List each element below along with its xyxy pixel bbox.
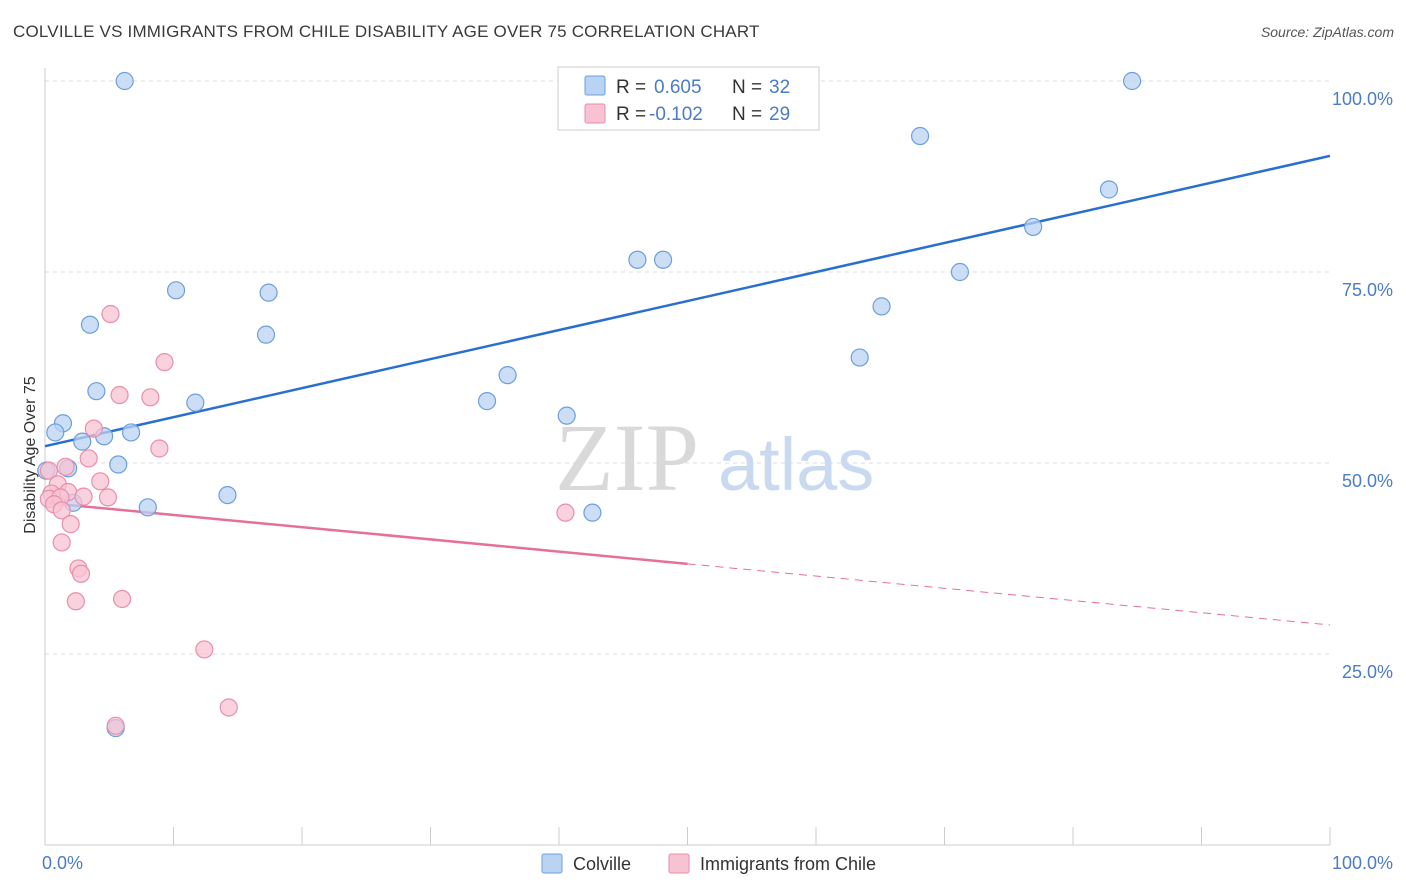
legend: R = 0.605 N = 32 R = -0.102 N = 29	[557, 66, 820, 131]
point-chile	[74, 487, 93, 506]
legend-r-label: R =	[616, 104, 646, 125]
point-chile	[91, 472, 110, 491]
legend-swatch-chile	[584, 103, 606, 124]
legend-r-label: R =	[616, 77, 646, 98]
point-chile	[112, 589, 132, 609]
point-chile	[98, 488, 118, 507]
point-chile	[79, 449, 98, 468]
point-chile	[106, 716, 125, 735]
watermark: ZIP atlas	[555, 404, 874, 511]
point-colville	[1123, 71, 1142, 91]
point-colville	[583, 503, 602, 522]
bottom-legend-swatch-chile	[668, 853, 690, 874]
point-colville	[1099, 180, 1119, 199]
legend-n-label: N =	[732, 104, 762, 125]
point-colville	[498, 366, 517, 385]
point-colville	[138, 498, 157, 517]
point-chile	[195, 640, 214, 659]
point-colville	[121, 423, 141, 442]
chart-title: COLVILLE VS IMMIGRANTS FROM CHILE DISABI…	[13, 22, 760, 41]
point-chile	[141, 388, 160, 407]
point-colville	[186, 393, 205, 412]
point-colville	[557, 406, 576, 425]
y-axis-title: Disability Age Over 75	[22, 376, 39, 534]
source-label: Source: ZipAtlas.com	[1260, 24, 1394, 40]
point-colville	[910, 126, 930, 146]
point-colville	[73, 432, 92, 451]
axes	[44, 68, 1331, 846]
x-tick-label: 0.0%	[42, 853, 83, 873]
grid-lines	[45, 80, 1330, 655]
watermark-atlas: atlas	[718, 423, 874, 506]
point-chile	[52, 501, 71, 520]
point-chile	[155, 353, 174, 372]
legend-r-value: -0.102	[649, 104, 703, 125]
point-chile	[556, 503, 575, 522]
point-chile	[101, 304, 120, 324]
y-tick-label: 100.0%	[1332, 89, 1393, 109]
watermark-zip: ZIP	[555, 404, 699, 511]
y-tick-label: 50.0%	[1342, 471, 1393, 491]
trendline-chile-projection	[687, 563, 1331, 626]
y-tick-label: 25.0%	[1342, 662, 1393, 682]
point-chile	[110, 385, 129, 405]
bottom-legend-chile: Immigrants from Chile	[700, 854, 876, 874]
point-chile	[66, 592, 85, 611]
point-colville	[477, 392, 497, 411]
point-chile	[219, 698, 238, 717]
point-colville	[80, 315, 100, 334]
point-colville	[109, 455, 128, 474]
point-colville	[259, 283, 278, 302]
legend-n-value: 32	[769, 77, 790, 98]
point-colville	[256, 325, 276, 344]
point-chile	[71, 564, 91, 583]
point-chile	[39, 461, 58, 480]
point-colville	[872, 297, 891, 316]
point-colville	[218, 485, 237, 505]
point-colville	[850, 348, 869, 367]
point-colville	[653, 250, 673, 269]
bottom-legend-swatch-colville	[541, 853, 563, 874]
data-points	[37, 71, 1142, 738]
trendline-colville	[44, 154, 1331, 448]
tick-labels: 25.0% 50.0% 75.0% 100.0% 0.0% 100.0%	[42, 89, 1393, 873]
point-chile	[52, 533, 71, 552]
point-colville	[1024, 217, 1043, 237]
legend-swatch-colville	[584, 75, 606, 96]
point-chile	[84, 419, 103, 438]
point-chile	[56, 457, 75, 476]
y-tick-label: 75.0%	[1342, 280, 1393, 300]
trendlines	[44, 154, 1331, 626]
point-colville	[46, 423, 65, 442]
bottom-legend: Colville Immigrants from Chile	[541, 853, 876, 874]
point-colville	[628, 250, 647, 269]
point-colville	[950, 262, 970, 282]
point-colville	[115, 71, 134, 91]
legend-n-value: 29	[769, 104, 790, 125]
point-colville	[166, 281, 186, 300]
bottom-legend-colville: Colville	[573, 854, 631, 874]
x-tick-label: 100.0%	[1332, 853, 1393, 873]
point-colville	[87, 382, 106, 401]
legend-n-label: N =	[732, 77, 762, 98]
point-chile	[150, 439, 169, 458]
point-chile	[61, 515, 80, 534]
legend-r-value: 0.605	[654, 77, 702, 98]
